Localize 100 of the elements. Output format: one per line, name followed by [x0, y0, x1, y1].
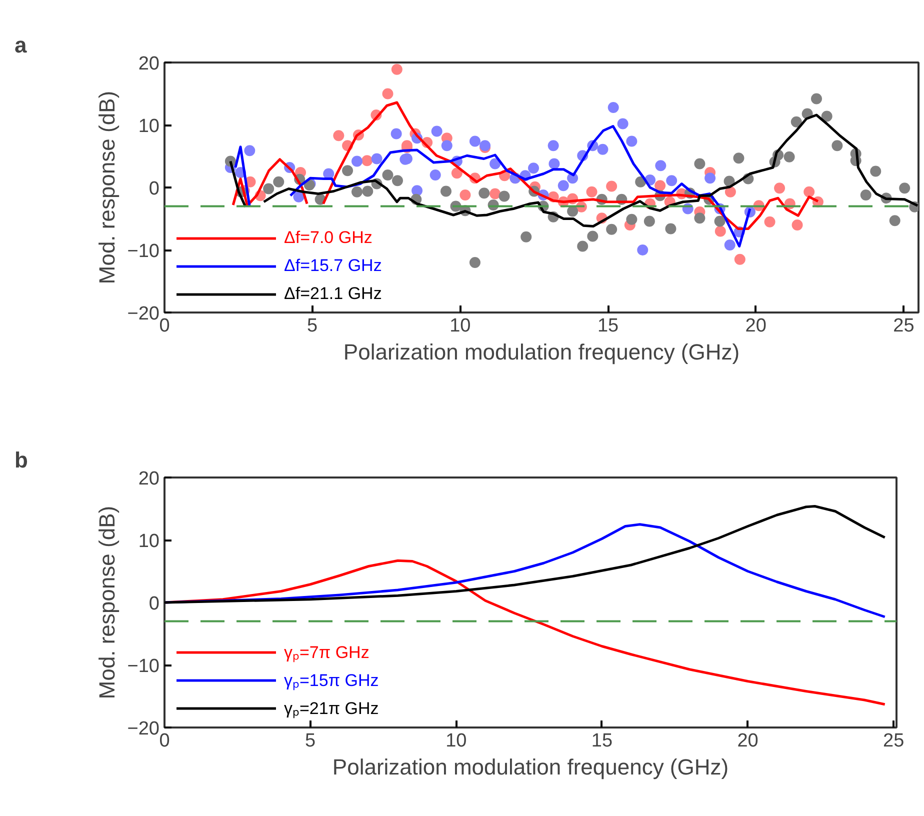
point: [704, 172, 716, 184]
point: [626, 136, 638, 147]
point: [804, 186, 815, 198]
point: [587, 230, 598, 242]
x-tick-label: 25: [893, 316, 914, 336]
x-axis-title: Polarization modulation frequency (GHz): [332, 754, 729, 780]
point: [899, 182, 910, 194]
x-tick-label: 15: [597, 316, 619, 336]
point: [548, 158, 560, 170]
point: [617, 118, 628, 130]
point: [244, 145, 256, 156]
point: [558, 180, 569, 192]
point: [821, 110, 832, 122]
point: [665, 223, 676, 234]
series-label: Δf=7.0 GHz: [284, 228, 372, 248]
point: [694, 212, 706, 224]
point: [626, 214, 638, 225]
point: [644, 216, 655, 227]
chart-title: b: [14, 448, 28, 472]
x-tick-label: 5: [305, 730, 316, 752]
point: [333, 130, 344, 142]
point: [498, 190, 510, 202]
x-axis-title: Polarization modulation frequency (GHz): [343, 340, 740, 364]
point: [548, 140, 559, 152]
text: γₚ=21π GHz: [284, 698, 379, 719]
y-tick-label: 10: [138, 116, 160, 137]
point: [597, 144, 608, 155]
point: [351, 156, 362, 167]
point: [733, 152, 744, 164]
point: [382, 170, 394, 180]
point: [790, 116, 802, 128]
point: [792, 220, 803, 230]
point: [469, 257, 480, 268]
point: [832, 140, 843, 152]
point: [392, 175, 403, 186]
point: [490, 188, 501, 200]
y-tick-label: 10: [138, 531, 160, 552]
x-tick-label: 15: [591, 730, 613, 752]
point: [606, 224, 618, 235]
point: [666, 175, 678, 186]
point: [390, 128, 402, 140]
point: [520, 231, 532, 242]
point: [293, 191, 304, 202]
point: [469, 136, 480, 147]
x-tick-label: 10: [450, 316, 471, 336]
y-axis-title: Mod. response (dB): [94, 506, 120, 700]
point: [478, 188, 490, 199]
x-tick-label: 20: [737, 730, 758, 752]
y-tick-label: −20: [127, 304, 160, 324]
point: [441, 140, 452, 152]
point: [764, 216, 776, 228]
y-tick-label: −10: [127, 656, 160, 677]
point: [774, 182, 786, 194]
x-tick-label: 5: [307, 316, 318, 336]
point: [451, 168, 462, 179]
point: [810, 93, 822, 104]
y-tick-label: 0: [148, 594, 160, 614]
point: [889, 215, 900, 226]
text: Δf=15.7 GHz: [284, 256, 382, 276]
y-axis-title: Mod. response (dB): [94, 90, 120, 284]
x-tick-label: 10: [446, 730, 467, 752]
y-tick-label: 0: [148, 178, 160, 200]
point: [412, 185, 423, 196]
point: [273, 176, 284, 188]
point: [734, 254, 746, 265]
point: [528, 162, 540, 174]
x-tick-label: 20: [745, 316, 766, 336]
point: [608, 102, 619, 113]
y-tick-label: −10: [127, 241, 160, 262]
point: [431, 126, 442, 137]
y-tick-label: 20: [138, 468, 160, 490]
point: [860, 190, 872, 200]
point: [351, 186, 362, 198]
text: γₚ=15π GHz: [284, 670, 379, 691]
point: [460, 190, 471, 200]
point: [577, 240, 588, 252]
point: [263, 183, 274, 194]
text: Δf=21.1 GHz: [284, 284, 382, 304]
point: [362, 155, 373, 166]
point: [724, 186, 736, 198]
chart-title: a: [14, 32, 28, 58]
point: [606, 180, 618, 192]
y-tick-label: −20: [127, 718, 160, 740]
point: [490, 158, 501, 170]
point: [655, 160, 666, 172]
x-tick-label: 25: [883, 730, 904, 752]
point: [391, 64, 402, 75]
point: [362, 186, 374, 197]
point: [637, 244, 648, 256]
point: [870, 166, 882, 177]
point: [784, 151, 795, 162]
text: γₚ=7π GHz: [284, 642, 370, 663]
point: [694, 158, 706, 170]
point: [724, 240, 736, 250]
point: [654, 180, 666, 192]
point: [714, 226, 726, 237]
point: [440, 186, 452, 197]
point: [714, 216, 726, 227]
y-tick-label: 20: [138, 54, 160, 74]
point: [586, 186, 598, 198]
